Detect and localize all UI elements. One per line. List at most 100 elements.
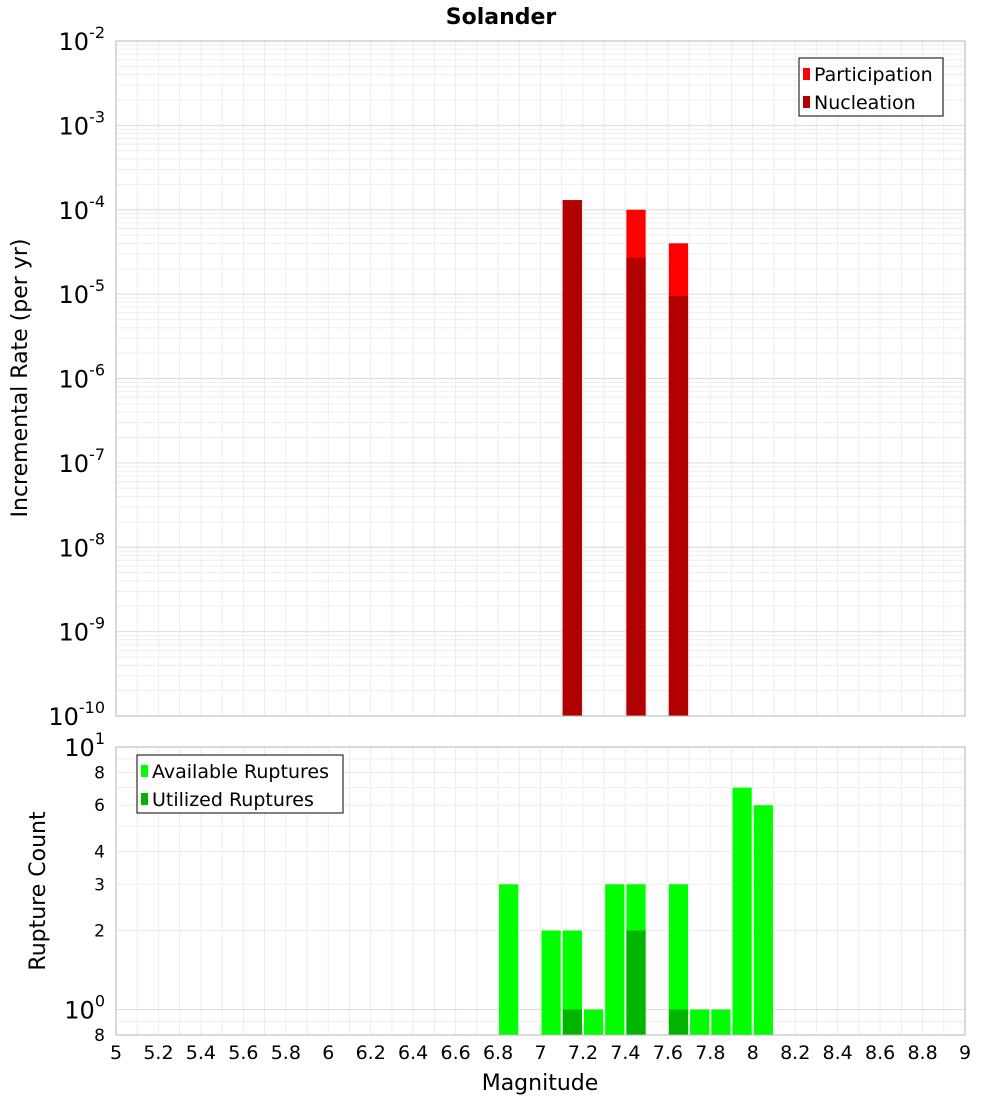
series-utilized-ruptures <box>562 930 689 1035</box>
legend-label-available-ruptures: Available Ruptures <box>152 761 329 783</box>
y-tick-label: 10-5 <box>59 276 106 309</box>
x-tick-label: 7.6 <box>653 1042 683 1064</box>
bar-available-ruptures-10 <box>753 805 773 1035</box>
x-tick-label: 6.6 <box>440 1042 470 1064</box>
top-plot-area: 10-1010-910-810-710-610-510-410-310-2Par… <box>48 23 966 731</box>
y-tick-base: 2 <box>94 922 105 942</box>
legend: Available Ruptures Utilized Ruptures <box>136 754 344 814</box>
y-tick-base: 10 <box>64 734 95 762</box>
legend-label-participation: Participation <box>814 64 933 86</box>
x-tick-label: 7.4 <box>610 1042 640 1064</box>
y-tick-label: 10-9 <box>59 614 106 647</box>
y-tick-base: 3 <box>94 875 105 895</box>
y-tick-exponent: -5 <box>89 276 105 295</box>
y-tick-exponent: -7 <box>89 445 105 464</box>
legend-swatch-available-ruptures <box>141 765 148 777</box>
y-tick-base: 10 <box>59 619 90 647</box>
legend-swatch-nucleation <box>803 96 810 108</box>
y-tick-label: 10-8 <box>59 529 106 562</box>
bar-available-ruptures-7 <box>690 1009 710 1035</box>
y-tick-base: 10 <box>48 703 79 731</box>
legend: Participation Nucleation <box>798 57 944 117</box>
y-tick-base: 10 <box>64 997 95 1025</box>
y-tick-exponent: -3 <box>89 107 105 126</box>
x-tick-label: 6.4 <box>398 1042 428 1064</box>
y-tick-exponent: -9 <box>89 614 105 633</box>
y-tick-label: 10-3 <box>59 107 106 140</box>
x-tick-label: 8.8 <box>907 1042 937 1064</box>
bar-utilized-ruptures-1 <box>626 930 646 1035</box>
x-tick-label: 6.2 <box>356 1042 386 1064</box>
bar-available-ruptures-9 <box>732 787 752 1035</box>
y-tick-label: 10-2 <box>59 23 106 56</box>
x-tick-label: 6.8 <box>483 1042 513 1064</box>
chart-title: Solander <box>446 5 557 30</box>
bar-available-ruptures-8 <box>711 1009 731 1035</box>
x-tick-label: 8.4 <box>823 1042 853 1064</box>
x-tick-label: 7.8 <box>695 1042 725 1064</box>
y-tick-exponent: -4 <box>89 192 105 211</box>
x-tick-label: 5.8 <box>271 1042 301 1064</box>
y-tick-exponent: 0 <box>95 992 105 1011</box>
x-tick-label: 8.6 <box>865 1042 895 1064</box>
y-tick-base: 4 <box>94 842 105 862</box>
y-tick-label: 100 <box>64 992 105 1025</box>
x-tick-label: 6 <box>322 1042 334 1064</box>
y-tick-label: 3 <box>94 875 105 895</box>
bar-available-ruptures-4 <box>605 884 625 1035</box>
y-tick-label: 10-4 <box>59 192 106 225</box>
bottom-y-axis-label: Rupture Count <box>26 811 51 971</box>
bar-available-ruptures-0 <box>499 884 519 1035</box>
y-tick-base: 6 <box>94 796 105 816</box>
legend-swatch-utilized-ruptures <box>141 793 148 805</box>
y-tick-base: 10 <box>59 366 90 394</box>
x-tick-labels: 5 5.2 5.4 5.6 5.8 6 6.2 6.4 6.6 6.8 7 7.2 7.4 7.6 7.8 8… <box>110 1042 971 1064</box>
x-axis-label: Magnitude <box>482 1071 599 1096</box>
bar-nucleation-1 <box>626 257 646 716</box>
bar-utilized-ruptures-2 <box>668 1009 689 1035</box>
top-y-axis-label: Incremental Rate (per yr) <box>8 239 33 518</box>
series-nucleation <box>562 200 689 716</box>
bar-available-ruptures-6 <box>668 884 689 1035</box>
y-tick-label: 6 <box>94 796 105 816</box>
legend-label-nucleation: Nucleation <box>814 92 916 114</box>
grid-lines <box>115 41 966 717</box>
y-tick-base: 10 <box>59 450 90 478</box>
y-tick-label: 101 <box>64 729 105 762</box>
x-tick-label: 7.2 <box>568 1042 598 1064</box>
y-tick-base: 10 <box>59 281 90 309</box>
y-tick-label: 8 <box>94 763 105 783</box>
y-tick-base: 10 <box>59 534 90 562</box>
y-tick-label: 10-10 <box>48 698 105 731</box>
x-tick-label: 8.2 <box>780 1042 810 1064</box>
bar-nucleation-0 <box>562 200 582 716</box>
bar-available-ruptures-1 <box>541 930 561 1035</box>
bar-utilized-ruptures-0 <box>562 1009 582 1035</box>
y-tick-label: 10-6 <box>59 361 106 394</box>
y-tick-label: 8 <box>94 1026 105 1046</box>
y-tick-base: 8 <box>94 763 105 783</box>
legend-label-utilized-ruptures: Utilized Ruptures <box>152 789 314 811</box>
x-tick-label: 9 <box>959 1042 971 1064</box>
bar-available-ruptures-3 <box>583 1009 604 1035</box>
bar-available-ruptures-2 <box>562 930 582 1035</box>
y-tick-exponent: 1 <box>95 729 105 748</box>
y-tick-exponent: -6 <box>89 361 105 380</box>
y-tick-exponent: -8 <box>89 529 105 548</box>
y-tick-label: 4 <box>94 842 105 862</box>
x-tick-label: 7 <box>534 1042 546 1064</box>
legend-swatch-participation <box>803 68 810 80</box>
y-tick-label: 2 <box>94 922 105 942</box>
y-tick-base: 10 <box>59 112 90 140</box>
bar-nucleation-2 <box>668 296 689 716</box>
y-tick-label: 10-7 <box>59 445 106 478</box>
x-tick-label: 5.2 <box>143 1042 173 1064</box>
x-tick-label: 8 <box>747 1042 759 1064</box>
y-tick-exponent: -10 <box>79 698 105 717</box>
y-tick-base: 10 <box>59 28 90 56</box>
y-tick-base: 8 <box>94 1026 105 1046</box>
